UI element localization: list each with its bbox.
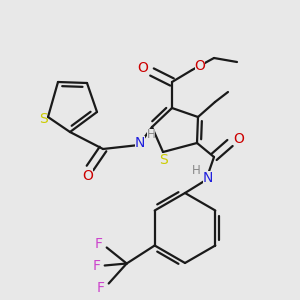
Text: O: O [234,132,244,146]
Text: S: S [160,153,168,167]
Text: H: H [192,164,200,176]
Text: F: F [97,281,105,296]
Text: F: F [95,238,103,251]
Text: N: N [135,136,145,150]
Text: O: O [138,61,148,75]
Text: F: F [93,259,101,272]
Text: O: O [82,169,93,183]
Text: N: N [203,171,213,185]
Text: O: O [195,59,206,73]
Text: S: S [39,112,47,126]
Text: H: H [147,128,155,142]
